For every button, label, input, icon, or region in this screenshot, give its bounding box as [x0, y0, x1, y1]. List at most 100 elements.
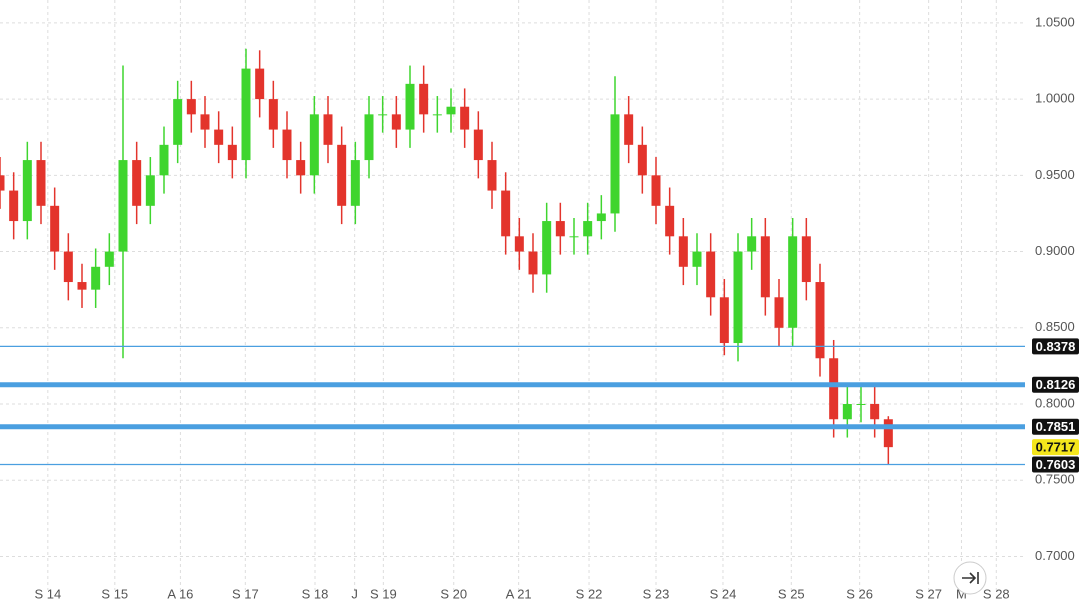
- x-tick-label: A 21: [506, 586, 532, 601]
- candle-body: [651, 175, 661, 206]
- scroll-icon[interactable]: [962, 572, 979, 584]
- candle-body: [159, 144, 169, 176]
- candle-body: [815, 282, 825, 359]
- x-tick-label: S 17: [232, 586, 259, 601]
- level-label-box: [1032, 418, 1079, 435]
- scroll-button[interactable]: [953, 561, 987, 595]
- candle-body: [323, 114, 333, 145]
- candle-body: [296, 160, 306, 176]
- x-tick-label: S 20: [440, 586, 467, 601]
- candle-body: [255, 68, 265, 100]
- candle-body: [514, 236, 524, 252]
- candle-body: [405, 83, 415, 130]
- candle-body: [665, 205, 675, 237]
- candle-body: [241, 68, 251, 161]
- candle-body: [337, 144, 347, 206]
- candle-body: [501, 190, 511, 237]
- last-price-label: 0.7717: [1036, 440, 1076, 455]
- y-tick-label: 0.8500: [1035, 319, 1075, 334]
- candle-body: [487, 160, 497, 191]
- candle-body: [9, 190, 19, 222]
- candle-body: [829, 358, 839, 420]
- x-tick-label: S 24: [710, 586, 737, 601]
- candle-body: [77, 282, 87, 290]
- candle-body: [145, 175, 155, 206]
- candle-body: [706, 251, 716, 298]
- y-tick-label: 0.8000: [1035, 395, 1075, 410]
- y-tick-label: 0.9500: [1035, 167, 1075, 182]
- candle-body: [282, 129, 292, 161]
- candle-body: [432, 114, 442, 116]
- candle-body: [473, 129, 483, 161]
- candle-body: [555, 221, 565, 237]
- level-label: 0.7851: [1036, 419, 1076, 434]
- candle-body: [446, 106, 456, 115]
- candle-body: [856, 404, 866, 406]
- candle-body: [104, 251, 114, 267]
- x-tick-label: S 27: [915, 586, 942, 601]
- candle-body: [173, 99, 183, 145]
- axes: 0.7000 0.7500 0.8000 0.8500 0.9000 0.9500 1.00…: [34, 14, 1079, 601]
- y-tick-label: 0.9000: [1035, 243, 1075, 258]
- candle-body: [378, 114, 388, 116]
- candle-body: [596, 213, 606, 222]
- candle-body: [364, 114, 374, 161]
- candle-body: [692, 251, 702, 267]
- candle-body: [186, 99, 196, 115]
- candle-body: [870, 404, 880, 420]
- candle-body: [391, 114, 401, 130]
- candle-body: [542, 221, 552, 275]
- candle-body: [460, 106, 470, 130]
- candle-body: [678, 236, 688, 267]
- x-tick-label: J: [351, 586, 358, 601]
- candle-body: [22, 160, 32, 222]
- candle-body: [419, 83, 429, 115]
- candle-body: [63, 251, 73, 283]
- candle-body: [227, 144, 237, 161]
- candle-body: [637, 144, 647, 176]
- candle-body: [91, 266, 101, 290]
- level-label: 0.8126: [1036, 377, 1076, 392]
- level-label-box: [1032, 456, 1079, 473]
- candle-body: [118, 160, 128, 252]
- candle-body: [50, 205, 60, 252]
- candle-body: [36, 160, 46, 206]
- x-tick-label: S 14: [34, 586, 61, 601]
- x-tick-label: S 26: [846, 586, 873, 601]
- candle-body: [842, 404, 852, 420]
- x-tick-label: S 15: [101, 586, 128, 601]
- candle-body: [583, 221, 593, 237]
- candle-body: [760, 236, 770, 298]
- plot: [0, 48, 1025, 466]
- candle-body: [801, 236, 811, 283]
- candle-body: [610, 114, 620, 214]
- y-tick-label: 0.7500: [1035, 472, 1075, 487]
- x-tick-label: S 28: [983, 586, 1010, 601]
- candle-body: [624, 114, 634, 145]
- level-label: 0.8378: [1036, 339, 1076, 354]
- candle-body: [132, 160, 142, 206]
- candle-body: [0, 175, 5, 191]
- level-label-box: [1032, 338, 1079, 355]
- x-tick-label: S 22: [576, 586, 603, 601]
- x-tick-label: S 25: [778, 586, 805, 601]
- y-tick-label: 1.0500: [1035, 14, 1075, 29]
- y-tick-label: 1.0000: [1035, 91, 1075, 106]
- level-label: 0.7603: [1036, 457, 1076, 472]
- level-label-box: [1032, 376, 1079, 393]
- candle-body: [350, 160, 360, 206]
- x-tick-label: S 23: [643, 586, 670, 601]
- x-tick-label: S 18: [302, 586, 329, 601]
- x-tick-label: M: [956, 586, 967, 601]
- candle-body: [883, 419, 893, 448]
- candle-body: [774, 297, 784, 328]
- candle-body: [719, 297, 729, 344]
- last-price-box: [1032, 439, 1079, 456]
- x-tick-label: A 16: [167, 586, 193, 601]
- candle-body: [528, 251, 538, 275]
- candle-body: [200, 114, 210, 130]
- candle-body: [788, 236, 798, 328]
- candle-body: [747, 236, 757, 252]
